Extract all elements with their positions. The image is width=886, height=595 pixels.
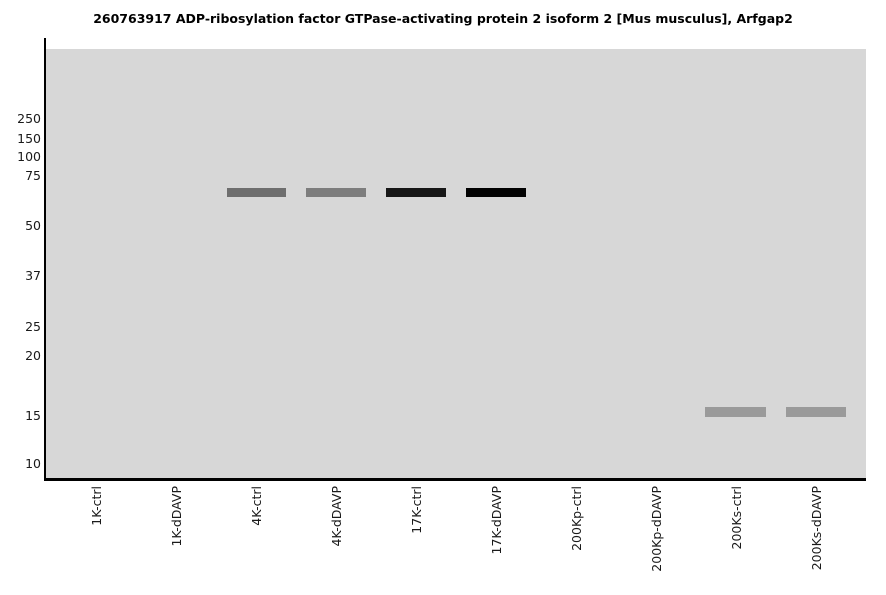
- lane-label-4k-ctrl: 4K-ctrl: [249, 482, 264, 526]
- lane-label-text: 1K-dDAVP: [169, 486, 184, 547]
- lane-label-text: 1K-ctrl: [89, 486, 104, 526]
- y-axis-marker-10kda: 10: [25, 456, 41, 471]
- gel-plot-area: [46, 49, 866, 478]
- lane-label-17k-ddavp: 17K-dDAVP: [489, 482, 504, 554]
- lane-label-200kp-ddavp: 200Kp-dDAVP: [649, 482, 664, 572]
- lane-label-text: 4K-dDAVP: [329, 486, 344, 547]
- y-axis-marker-250kda: 250: [17, 111, 41, 126]
- gel-band-17k-ddavp: [466, 188, 526, 197]
- gel-band-17k-ctrl: [386, 188, 446, 197]
- gel-band-200ks-ddavp: [786, 407, 846, 417]
- lane-label-text: 200Kp-dDAVP: [649, 486, 664, 572]
- lane-label-200kp-ctrl: 200Kp-ctrl: [569, 482, 584, 551]
- lane-label-17k-ctrl: 17K-ctrl: [409, 482, 424, 534]
- lane-label-text: 200Ks-dDAVP: [809, 486, 824, 571]
- lane-label-text: 200Kp-ctrl: [569, 486, 584, 551]
- lane-label-1k-ctrl: 1K-ctrl: [89, 482, 104, 526]
- y-axis-marker-100kda: 100: [17, 149, 41, 164]
- lane-label-200ks-ctrl: 200Ks-ctrl: [729, 482, 744, 549]
- lane-label-text: 17K-ctrl: [409, 486, 424, 534]
- y-axis-marker-50kda: 50: [25, 218, 41, 233]
- y-axis-marker-75kda: 75: [25, 168, 41, 183]
- y-axis-marker-25kda: 25: [25, 319, 41, 334]
- y-axis-line: [44, 38, 46, 481]
- lane-label-1k-ddavp: 1K-dDAVP: [169, 482, 184, 547]
- lane-label-text: 4K-ctrl: [249, 486, 264, 526]
- y-axis-marker-37kda: 37: [25, 268, 41, 283]
- y-axis-marker-150kda: 150: [17, 131, 41, 146]
- x-axis-line: [44, 478, 866, 481]
- lane-label-200ks-ddavp: 200Ks-dDAVP: [809, 482, 824, 570]
- gel-band-4k-ddavp: [306, 188, 366, 197]
- lane-label-text: 200Ks-ctrl: [729, 486, 744, 550]
- y-axis-marker-20kda: 20: [25, 348, 41, 363]
- lane-label-4k-ddavp: 4K-dDAVP: [329, 482, 344, 547]
- gel-band-4k-ctrl: [227, 188, 286, 197]
- lane-label-text: 17K-dDAVP: [489, 486, 504, 555]
- gel-band-200ks-ctrl: [705, 407, 766, 417]
- chart-title: 260763917 ADP-ribosylation factor GTPase…: [93, 11, 793, 26]
- y-axis-marker-15kda: 15: [25, 408, 41, 423]
